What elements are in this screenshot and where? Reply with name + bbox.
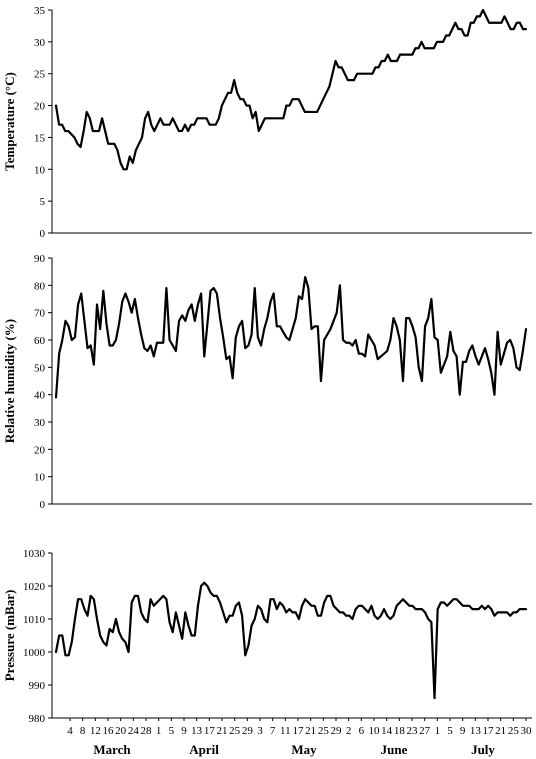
month-label: May <box>291 742 317 757</box>
x-tick-label: 11 <box>280 725 291 737</box>
x-tick-label: 18 <box>394 725 406 737</box>
y-tick-label: 30 <box>34 417 46 429</box>
x-tick-label: 21 <box>217 725 228 737</box>
x-tick-label: 30 <box>521 725 533 737</box>
y-tick-label: 1000 <box>23 647 46 659</box>
y-tick-label: 0 <box>40 499 46 511</box>
x-tick-label: 17 <box>204 725 216 737</box>
month-label: March <box>93 742 131 757</box>
x-tick-label: 13 <box>470 725 482 737</box>
series-line-0 <box>54 8 528 171</box>
y-tick-label: 80 <box>34 280 46 292</box>
x-tick-label: 20 <box>115 725 127 737</box>
y-tick-label: 990 <box>29 680 46 692</box>
x-tick-label: 29 <box>331 725 343 737</box>
month-label: July <box>471 742 495 757</box>
x-tick-label: 21 <box>495 725 506 737</box>
y-tick-label: 40 <box>34 390 46 402</box>
x-tick-label: 9 <box>460 725 466 737</box>
month-label: June <box>381 742 408 757</box>
y-axis-title: Relative humidity (%) <box>2 319 17 443</box>
y-tick-label: 25 <box>34 69 46 81</box>
y-tick-label: 5 <box>40 196 46 208</box>
y-tick-label: 980 <box>29 713 46 725</box>
y-tick-label: 10 <box>34 164 46 176</box>
y-tick-label: 10 <box>34 472 46 484</box>
y-tick-label: 35 <box>34 5 46 17</box>
panel-2: 980 990 1000 1010 1020 1030 Pressure (mBar) <box>2 548 532 725</box>
x-tick-label: 8 <box>80 725 86 737</box>
x-tick-label: 5 <box>169 725 175 737</box>
x-tick-label: 14 <box>381 725 393 737</box>
x-tick-label: 25 <box>229 725 241 737</box>
x-tick-label: 12 <box>90 725 101 737</box>
x-tick-label: 1 <box>435 725 441 737</box>
month-label: April <box>189 742 219 757</box>
x-tick-label: 25 <box>508 725 520 737</box>
x-tick-label: 28 <box>141 725 153 737</box>
y-tick-label: 50 <box>34 362 46 374</box>
panel-1: 0 10 20 30 40 50 60 70 80 90 Relative humidity (%) <box>2 253 532 511</box>
y-axis-title: Temperature (°C) <box>2 72 17 171</box>
x-tick-label: 5 <box>447 725 453 737</box>
y-tick-label: 20 <box>34 101 46 113</box>
y-tick-label: 20 <box>34 444 46 456</box>
y-tick-label: 30 <box>34 37 46 49</box>
x-tick-label: 9 <box>181 725 187 737</box>
series-line-1 <box>54 276 528 399</box>
y-tick-label: 60 <box>34 335 46 347</box>
x-tick-label: 7 <box>270 725 276 737</box>
y-tick-label: 15 <box>34 132 46 144</box>
x-tick-label: 17 <box>293 725 305 737</box>
x-tick-label: 3 <box>257 725 263 737</box>
x-tick-label: 10 <box>369 725 381 737</box>
y-tick-label: 0 <box>40 228 46 240</box>
x-tick-label: 16 <box>103 725 115 737</box>
x-tick-label: 1 <box>156 725 162 737</box>
x-tick-label: 24 <box>128 725 140 737</box>
x-tick-label: 27 <box>419 725 431 737</box>
x-tick-label: 29 <box>242 725 254 737</box>
series-line-2 <box>54 581 528 700</box>
y-tick-label: 1020 <box>23 581 46 593</box>
y-axis-title: Pressure (mBar) <box>2 590 17 682</box>
x-tick-label: 6 <box>359 725 365 737</box>
y-tick-label: 70 <box>34 308 46 320</box>
y-tick-label: 90 <box>34 253 46 265</box>
x-tick-label: 25 <box>318 725 330 737</box>
x-tick-label: 21 <box>305 725 316 737</box>
panel-0: 0 5 10 15 20 25 30 35 Temperature (°C) <box>2 5 532 240</box>
x-tick-label: 2 <box>346 725 352 737</box>
y-tick-label: 1030 <box>23 548 46 560</box>
x-tick-label: 17 <box>483 725 495 737</box>
x-tick-label: 23 <box>407 725 419 737</box>
x-tick-label: 4 <box>67 725 73 737</box>
x-tick-label: 13 <box>191 725 203 737</box>
y-tick-label: 1010 <box>23 614 46 626</box>
